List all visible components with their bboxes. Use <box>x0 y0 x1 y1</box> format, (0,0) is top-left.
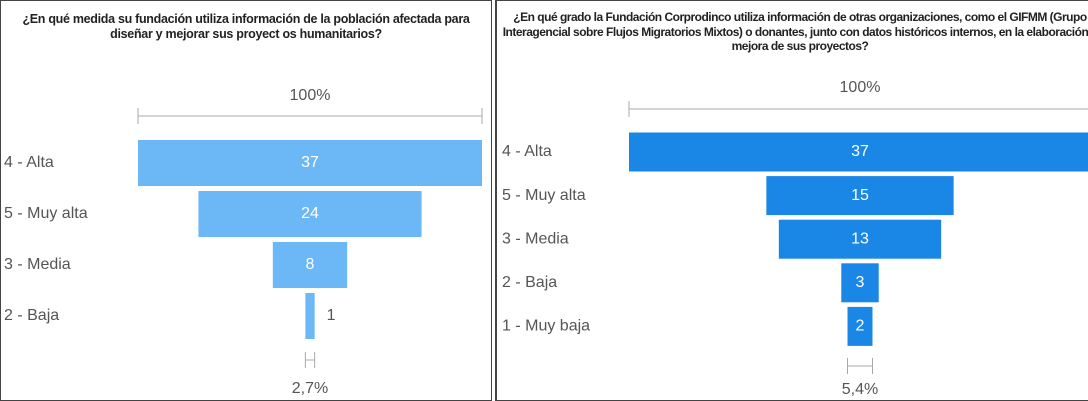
funnel-bar <box>629 132 1088 172</box>
funnel-bar <box>847 306 873 346</box>
funnel-bar <box>841 263 879 303</box>
value-label: 37 <box>301 154 319 171</box>
value-label: 3 <box>856 274 865 291</box>
funnel-bar <box>778 219 942 259</box>
category-label: 3 - Media <box>502 230 569 247</box>
category-label: 5 - Muy alta <box>4 205 88 222</box>
bottom-label: 2,7% <box>292 380 328 397</box>
category-label: 1 - Muy baja <box>502 318 590 335</box>
value-label: 13 <box>851 230 869 247</box>
category-label: 2 - Baja <box>4 307 59 324</box>
chart-title: ¿En qué grado la Fundación Corprodinco u… <box>502 10 1088 53</box>
funnel-bar <box>272 242 348 288</box>
category-label: 2 - Baja <box>502 274 557 291</box>
value-label: 15 <box>851 187 869 204</box>
chart-title: ¿En qué medida su fundación utiliza info… <box>22 12 470 41</box>
category-label: 3 - Media <box>4 256 71 273</box>
category-label: 4 - Alta <box>4 154 54 171</box>
value-label: 8 <box>306 256 315 273</box>
funnel-bar <box>138 140 482 186</box>
top-label: 100% <box>290 87 331 104</box>
value-label: 2 <box>856 318 865 335</box>
category-label: 5 - Muy alta <box>502 187 586 204</box>
funnel-bar <box>305 293 315 339</box>
value-label: 1 <box>327 307 336 324</box>
value-label: 37 <box>851 143 869 160</box>
category-label: 4 - Alta <box>502 143 552 160</box>
bottom-label: 5,4% <box>842 381 878 398</box>
top-label: 100% <box>840 79 881 96</box>
funnel-bar <box>198 191 422 237</box>
funnel-bar <box>766 176 954 216</box>
value-label: 24 <box>301 205 319 222</box>
